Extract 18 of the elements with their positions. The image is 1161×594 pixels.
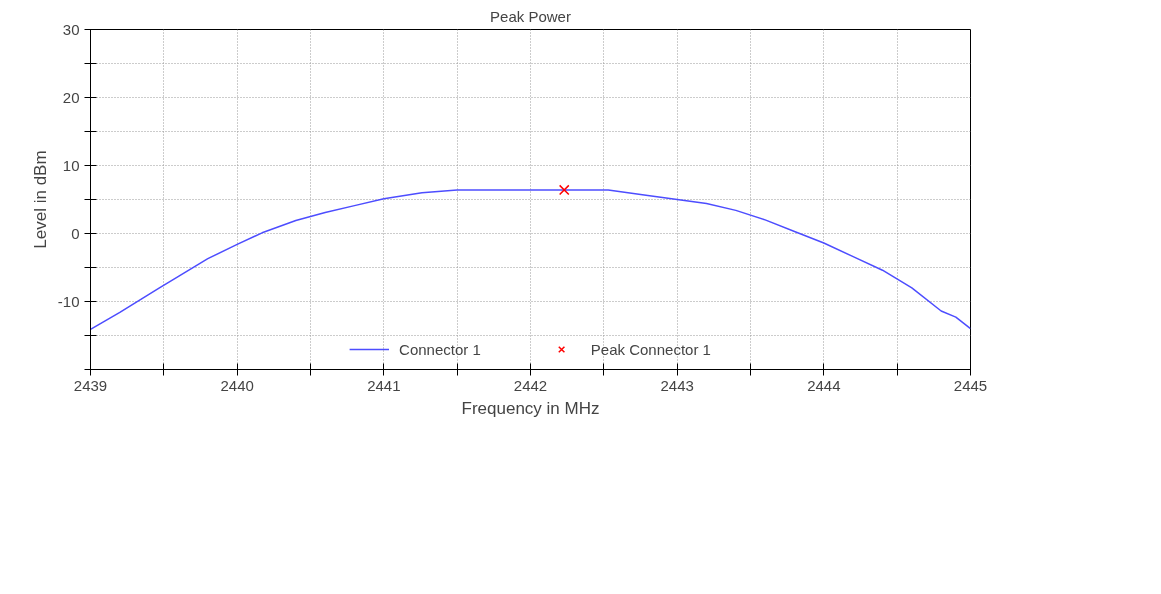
y-tick-label: 0: [71, 224, 80, 242]
y-axis-title: Level in dBm: [30, 150, 50, 249]
legend-label: Connector 1: [399, 340, 481, 358]
line-series: [90, 189, 971, 331]
y-tick-label: 30: [62, 20, 80, 38]
legend-label: Peak Connector 1: [590, 340, 711, 358]
x-axis-title: Frequency in MHz: [461, 398, 600, 418]
x-tick-label: 2445: [953, 376, 988, 394]
chart-title: Peak Power: [490, 7, 571, 25]
y-tick-label: 10: [62, 156, 80, 174]
x-tick-label: 2441: [367, 376, 401, 394]
y-tick-label: -10: [57, 292, 80, 310]
x-tick-label: 2439: [73, 376, 108, 394]
x-tick-label: 2443: [660, 376, 694, 394]
x-tick-label: 2442: [513, 376, 548, 394]
x-tick-label: 2444: [807, 376, 841, 394]
x-tick-label: 2440: [220, 376, 254, 394]
y-tick-label: 20: [62, 88, 80, 106]
